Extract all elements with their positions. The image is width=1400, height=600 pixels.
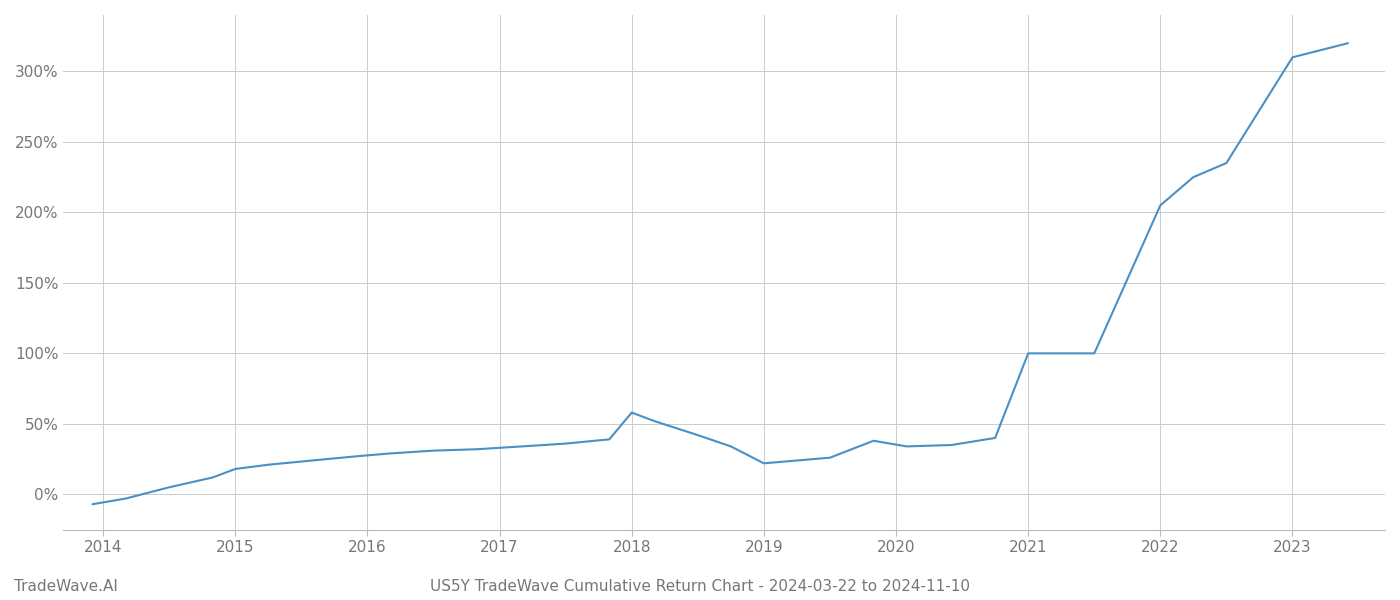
Text: US5Y TradeWave Cumulative Return Chart - 2024-03-22 to 2024-11-10: US5Y TradeWave Cumulative Return Chart -… [430,579,970,594]
Text: TradeWave.AI: TradeWave.AI [14,579,118,594]
